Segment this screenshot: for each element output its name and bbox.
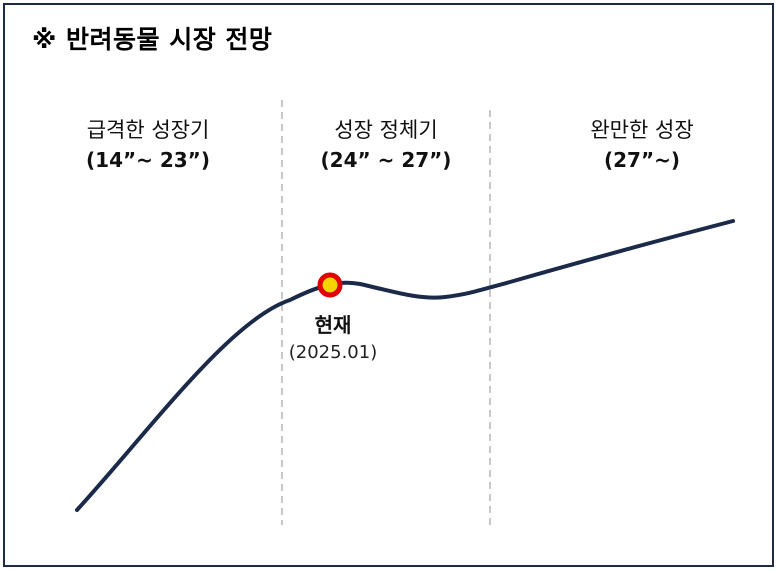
phase-period: (24” ~ 27”) <box>320 148 452 172</box>
diagram-title: ※ 반려동물 시장 전망 <box>32 25 273 54</box>
phase-stagnation: 성장 정체기 (24” ~ 27”) <box>286 115 486 175</box>
phase-label: 성장 정체기 <box>334 118 438 142</box>
diagram-frame <box>3 3 774 567</box>
phase-rapid-growth: 급격한 성장기 (14”~ 23”) <box>48 115 248 175</box>
growth-curve <box>75 219 735 512</box>
current-date: (2025.01) <box>288 342 378 363</box>
phase-label: 급격한 성장기 <box>86 118 210 142</box>
current-label: 현재 <box>314 313 352 337</box>
phase-moderate-growth: 완만한 성장 (27”~) <box>542 115 742 175</box>
current-position-label: 현재 (2025.01) <box>283 311 383 367</box>
phase-period: (27”~) <box>603 148 680 172</box>
phase-period: (14”~ 23”) <box>86 148 210 172</box>
phase-label: 완만한 성장 <box>590 118 694 142</box>
current-position-marker <box>317 272 343 298</box>
